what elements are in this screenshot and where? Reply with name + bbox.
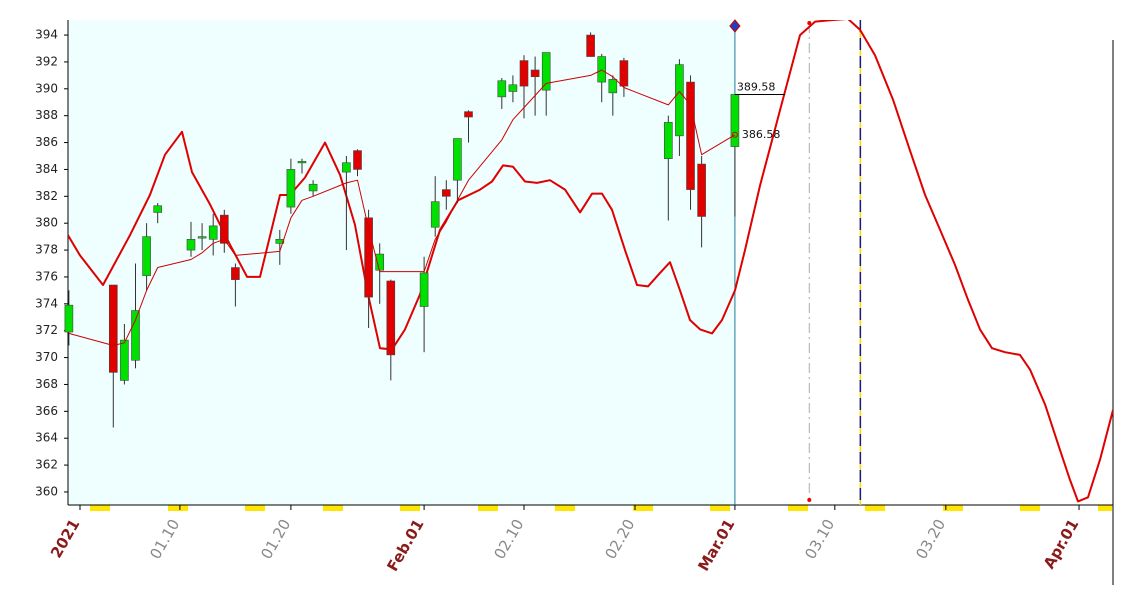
candle-body (386, 280, 396, 356)
candle-body (686, 81, 695, 190)
week-marker (943, 505, 963, 511)
week-marker (478, 505, 498, 511)
candle-body (597, 56, 607, 83)
candle-body (619, 60, 629, 87)
week-marker (245, 505, 265, 511)
candle-body (286, 169, 296, 208)
candle-body (419, 272, 429, 307)
week-marker (788, 505, 808, 511)
y-tick-label: 368 (35, 377, 58, 391)
y-tick-label: 376 (35, 269, 58, 283)
history-shade (68, 20, 735, 505)
y-tick-label: 384 (35, 162, 58, 176)
candle-body (364, 217, 373, 298)
y-tick-label: 372 (35, 323, 58, 337)
candle-body (530, 69, 540, 78)
moving-average (68, 69, 736, 346)
candle-body (453, 138, 462, 181)
ma-label: 386.58 (742, 128, 781, 141)
candle-body (342, 162, 351, 173)
week-marker (1020, 505, 1040, 511)
candle-body (519, 60, 529, 87)
candle-body (430, 201, 440, 228)
y-tick-label: 360 (35, 484, 58, 498)
week-marker (555, 505, 575, 511)
y-tick-label: 392 (35, 54, 58, 68)
forecast-dot (807, 21, 812, 25)
candle-body (675, 64, 684, 137)
y-tick-label: 370 (35, 350, 58, 364)
candle-body (153, 205, 162, 213)
candle-body (219, 214, 229, 244)
x-tick-label: 03.20 (912, 516, 949, 562)
week-marker (400, 505, 420, 511)
week-marker (90, 505, 110, 511)
candle-body (231, 267, 240, 280)
candle-body (131, 310, 140, 361)
y-tick-label: 378 (35, 243, 58, 257)
x-tick-label: Feb.01 (383, 516, 427, 574)
y-tick-label: 394 (35, 28, 58, 42)
candle-body (208, 225, 218, 240)
candle-body (442, 189, 451, 197)
candle-body (586, 34, 595, 57)
week-marker (323, 505, 343, 511)
candle-body (64, 304, 74, 333)
week-marker (1098, 505, 1112, 511)
candle-body (730, 94, 740, 147)
candle-body (664, 122, 673, 159)
y-tick-label: 382 (35, 189, 58, 203)
candle-body (464, 111, 473, 118)
week-marker (168, 505, 188, 511)
candle-body (297, 161, 307, 164)
candle-body (541, 52, 551, 91)
candle-body (275, 239, 285, 244)
candle-body (186, 239, 196, 251)
y-tick-label: 364 (35, 431, 58, 445)
current-date-marker (729, 19, 741, 33)
week-marker (633, 505, 653, 511)
y-tick-label: 390 (35, 81, 58, 95)
x-tick-label: 02.10 (490, 516, 527, 562)
candle-body (108, 284, 118, 373)
week-marker (710, 505, 730, 511)
candle-body (308, 183, 318, 192)
x-tick-label: 01.20 (257, 516, 294, 562)
x-tick-label: 03.10 (801, 516, 838, 562)
y-tick-label: 366 (35, 404, 58, 418)
y-tick-label: 380 (35, 216, 58, 230)
candle-body (353, 150, 362, 170)
x-tick-label: Apr.01 (1040, 516, 1083, 572)
candle-body (142, 236, 151, 276)
y-tick-label: 388 (35, 108, 58, 122)
week-markers (90, 505, 1112, 511)
projection-line (68, 20, 1113, 503)
y-tick-label: 386 (35, 135, 58, 149)
x-tick-label: 2021 (47, 516, 83, 561)
close-label: 389.58 (737, 80, 776, 93)
forecast-dot (807, 498, 812, 502)
y-tick-label: 374 (35, 296, 58, 310)
candle-body (120, 339, 129, 381)
x-tick-label: Mar.01 (694, 516, 738, 574)
x-tick-label: 02.20 (601, 516, 638, 562)
week-marker (865, 505, 885, 511)
candle-body (697, 163, 706, 217)
candle-body (508, 84, 518, 92)
candle-body (497, 80, 507, 98)
x-tick-label: 01.10 (146, 516, 183, 562)
y-tick-label: 362 (35, 458, 58, 472)
ma-point (731, 131, 738, 138)
candle-body (608, 79, 618, 94)
candle-body (197, 236, 207, 239)
